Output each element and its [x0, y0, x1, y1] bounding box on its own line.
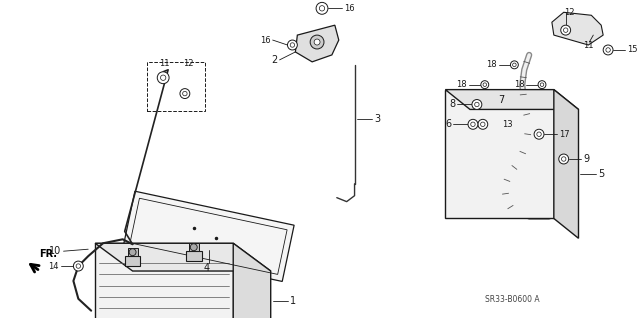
Text: 17: 17 [559, 130, 570, 139]
Bar [125, 256, 141, 266]
Circle shape [180, 89, 190, 99]
Text: SR33-B0600 A: SR33-B0600 A [484, 295, 540, 304]
Text: 18: 18 [456, 80, 467, 89]
Circle shape [161, 75, 166, 80]
Text: 10: 10 [49, 246, 61, 256]
Circle shape [603, 45, 613, 55]
Text: 2: 2 [271, 55, 278, 65]
Circle shape [76, 264, 81, 268]
Circle shape [129, 249, 136, 256]
Circle shape [540, 83, 544, 86]
Text: 12: 12 [564, 8, 574, 17]
Circle shape [74, 261, 83, 271]
Text: 15: 15 [627, 46, 637, 55]
Text: 7: 7 [499, 94, 504, 105]
Text: 16: 16 [260, 35, 271, 45]
Circle shape [319, 6, 324, 11]
Bar [127, 248, 138, 256]
Text: 11: 11 [159, 59, 170, 68]
Circle shape [290, 43, 294, 47]
Circle shape [537, 132, 541, 137]
Circle shape [481, 81, 489, 89]
Polygon shape [296, 25, 339, 62]
Circle shape [287, 40, 298, 50]
Text: 9: 9 [584, 154, 589, 164]
Text: 12: 12 [183, 59, 193, 68]
Text: 5: 5 [598, 169, 605, 179]
Circle shape [561, 157, 566, 161]
Circle shape [182, 91, 187, 96]
Polygon shape [445, 90, 579, 109]
Circle shape [190, 244, 197, 251]
Circle shape [472, 100, 482, 109]
Circle shape [468, 119, 478, 129]
Circle shape [478, 119, 488, 129]
Text: 11: 11 [584, 41, 594, 49]
Circle shape [563, 28, 568, 32]
Bar [95, 243, 233, 319]
Text: 8: 8 [449, 100, 455, 109]
Polygon shape [95, 243, 271, 271]
Polygon shape [554, 90, 579, 238]
Bar [445, 90, 554, 219]
Circle shape [559, 154, 568, 164]
Circle shape [481, 122, 485, 127]
Text: 1: 1 [291, 296, 296, 306]
Text: FR.: FR. [39, 249, 57, 259]
Bar [189, 243, 198, 251]
Text: 16: 16 [344, 4, 355, 13]
Circle shape [606, 48, 611, 52]
Polygon shape [233, 243, 271, 319]
Circle shape [316, 2, 328, 14]
Circle shape [310, 35, 324, 49]
Text: 13: 13 [502, 120, 513, 129]
Bar [147, 62, 205, 111]
Circle shape [483, 83, 486, 86]
Text: 3: 3 [374, 114, 380, 124]
Circle shape [538, 81, 546, 89]
Polygon shape [552, 12, 603, 45]
Circle shape [561, 25, 571, 35]
Bar [186, 251, 202, 261]
Text: 14: 14 [48, 262, 59, 271]
Circle shape [314, 39, 320, 45]
Text: 6: 6 [445, 119, 451, 129]
Circle shape [471, 122, 475, 127]
Circle shape [513, 63, 516, 67]
Circle shape [534, 129, 544, 139]
Circle shape [157, 72, 169, 84]
Text: 18: 18 [486, 60, 497, 69]
Circle shape [511, 61, 518, 69]
Text: 18: 18 [514, 80, 524, 89]
Circle shape [475, 102, 479, 107]
Text: 4: 4 [204, 263, 210, 273]
Polygon shape [123, 191, 294, 281]
